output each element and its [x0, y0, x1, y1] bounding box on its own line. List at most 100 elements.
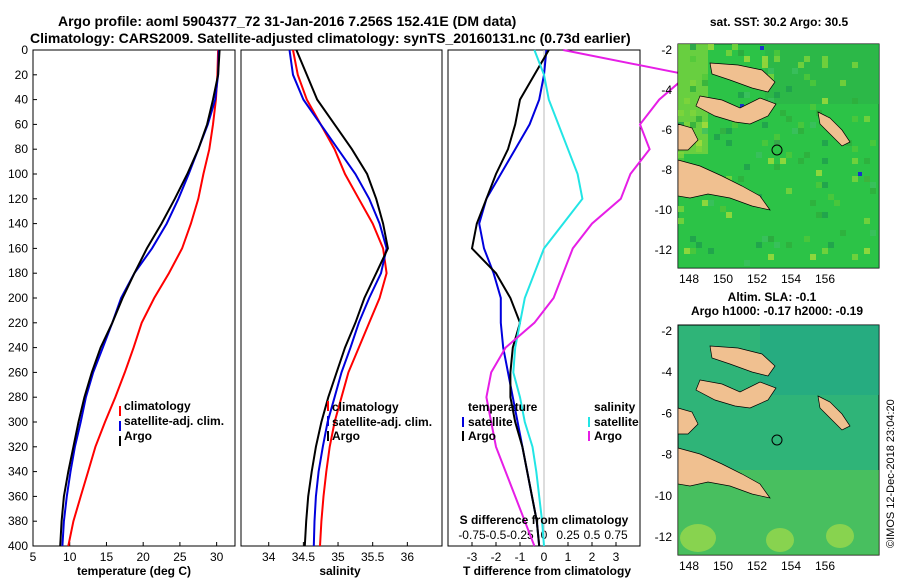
sst-pixel	[678, 110, 684, 116]
series-line-argo	[59, 49, 221, 547]
sla-high-2	[766, 528, 794, 552]
difference-legend-salinity: salinity satellite Argo	[588, 400, 639, 443]
depth-tick-label: 300	[8, 415, 28, 429]
sst-pixel	[774, 164, 780, 170]
x-tick-label: 35.5	[361, 550, 385, 564]
x-tick-label: 30	[210, 550, 224, 564]
sst-pixel	[780, 110, 786, 116]
sst-pixel	[690, 236, 696, 242]
sst-pixel	[834, 200, 840, 206]
salinity-series	[288, 49, 389, 547]
sst-pixel	[690, 110, 696, 116]
sst-pixel	[768, 74, 774, 80]
depth-tick-label: 200	[8, 291, 28, 305]
depth-tick-label: 360	[8, 489, 28, 503]
s-tick-label: -0.75	[458, 528, 486, 542]
difference-panel: -3 -2 -10 1 2 3 -0.75-0.5-0.25 0 0.25 0.50.75 S …	[447, 49, 691, 578]
sst-pixel	[792, 68, 798, 74]
x-tick-label: 3	[613, 550, 620, 564]
temperature-legend: climatology satellite-adj. clim. Argo	[119, 399, 224, 446]
depth-tick-label: 160	[8, 241, 28, 255]
sla-lat-tick-labels: -2 -4 -6 -8 -10 -12	[655, 324, 673, 544]
sst-pixel	[696, 116, 702, 122]
sla-map: Altim. SLA: -0.1 Argo h1000: -0.17 h2000…	[655, 290, 880, 573]
lon-tick-label: 148	[679, 272, 699, 286]
series-line-salinity-argo	[485, 49, 691, 547]
sst-pixel	[708, 44, 714, 50]
sst-pixel	[870, 140, 876, 146]
sst-field-ne	[765, 44, 879, 104]
sst-pixel	[678, 152, 684, 158]
sst-pixel	[864, 248, 870, 254]
series-line-climatology	[67, 49, 220, 547]
sst-pixel	[738, 50, 744, 56]
sst-pixel	[822, 62, 828, 68]
sst-pixel	[822, 98, 828, 104]
difference-series	[470, 49, 691, 547]
x-tick-label: 34.5	[292, 550, 316, 564]
legend-salinity-title: salinity	[594, 400, 636, 414]
sst-pixel	[822, 182, 828, 188]
sst-pixel	[768, 254, 774, 260]
temperature-series	[59, 49, 221, 547]
lat-tick-label: -6	[661, 406, 672, 420]
sst-pixel	[870, 230, 876, 236]
sst-pixel	[852, 158, 858, 164]
sst-pixel	[696, 242, 702, 248]
salinity-tick-labels: 34 34.5 35 35.5 36	[262, 542, 414, 564]
papua-land	[677, 159, 771, 211]
lon-tick-label: 156	[815, 272, 835, 286]
sst-pixel	[738, 92, 744, 98]
sst-cold-pixel	[858, 172, 862, 176]
legend-satellite: satellite-adj. clim.	[332, 415, 432, 429]
lat-tick-label: -2	[661, 324, 672, 338]
depth-tick-label: 340	[8, 465, 28, 479]
sst-pixel	[864, 158, 870, 164]
lon-tick-label: 150	[713, 559, 733, 573]
argo-location-marker	[771, 434, 783, 446]
legend-climatology: climatology	[124, 399, 191, 413]
depth-tick-labels: 0 20 40 60 80 100 120 140 160 180 200 220 240 260 280 3…	[8, 43, 452, 553]
sst-pixel	[804, 152, 810, 158]
sst-pixel	[846, 140, 852, 146]
sla-field-ne	[760, 325, 879, 395]
sst-map: sat. SST: 30.2 Argo: 30.5 -2 -4 -6 -8 -10 -12…	[655, 15, 880, 286]
sst-pixel	[864, 176, 870, 182]
depth-tick-label: 80	[15, 142, 29, 156]
x-tick-label: 25	[173, 550, 187, 564]
sst-pixel	[762, 236, 768, 242]
lon-tick-label: 154	[781, 559, 801, 573]
sst-pixel	[774, 242, 780, 248]
sst-pixel	[768, 236, 774, 242]
lat-tick-label: -2	[661, 43, 672, 57]
sla-high-3	[826, 524, 854, 548]
x-tick-label: -3	[467, 550, 478, 564]
lat-tick-label: -12	[655, 530, 673, 544]
depth-tick-label: 0	[21, 43, 28, 57]
lat-tick-label: -10	[655, 489, 673, 503]
sst-lat-tick-labels: -2 -4 -6 -8 -10 -12	[655, 43, 673, 257]
sst-pixel	[696, 146, 702, 152]
sst-pixel	[840, 230, 846, 236]
sst-pixel	[768, 158, 774, 164]
sst-pixel	[762, 56, 768, 62]
sst-pixel	[690, 86, 696, 92]
sst-pixel	[744, 56, 750, 62]
bougainville-land	[817, 111, 851, 147]
depth-tick-label: 280	[8, 390, 28, 404]
sst-pixel	[720, 128, 726, 134]
sst-pixel	[696, 140, 702, 146]
sst-pixel	[798, 158, 804, 164]
depth-tick-label: 40	[15, 93, 29, 107]
sst-pixel	[792, 128, 798, 134]
sst-pixel	[726, 128, 732, 134]
s-difference-tick-labels: -0.75-0.5-0.2500.250.50.75	[458, 528, 628, 542]
lat-tick-label: -12	[655, 243, 673, 257]
sst-pixel	[822, 212, 828, 218]
sst-pixel	[774, 92, 780, 98]
sst-pixel	[798, 62, 804, 68]
sst-cold-pixel	[740, 104, 744, 108]
sst-pixel	[690, 44, 696, 50]
x-tick-label: 2	[589, 550, 596, 564]
sst-pixel	[756, 242, 762, 248]
